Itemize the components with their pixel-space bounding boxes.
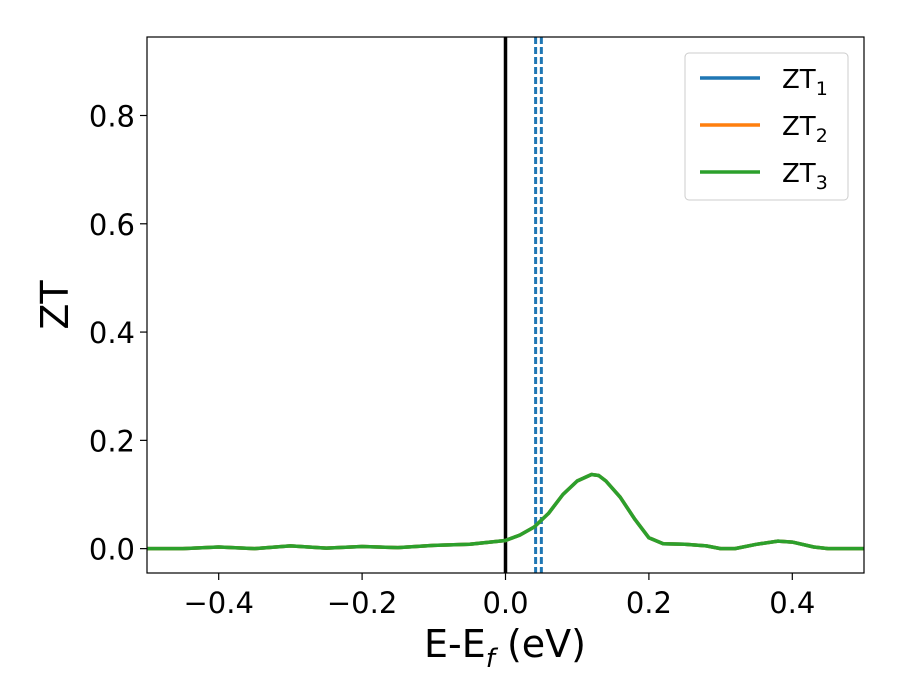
x-tick-label: 0.4 xyxy=(769,586,815,620)
x-tick-label: −0.4 xyxy=(183,586,253,620)
y-tick-label: 0.0 xyxy=(89,533,135,567)
series-line-3 xyxy=(147,472,864,551)
legend: ZT1 ZT2 ZT3 xyxy=(684,52,849,201)
x-axis-ticks: −0.4 −0.2 0.0 0.2 0.4 xyxy=(183,573,815,620)
x-tick-label: 0.2 xyxy=(626,586,672,620)
y-tick-label: 0.2 xyxy=(89,424,135,458)
x-tick-label: −0.2 xyxy=(327,586,397,620)
y-tick-label: 0.4 xyxy=(89,316,135,350)
x-axis-label: E-Ef (eV) xyxy=(424,622,586,674)
y-tick-label: 0.6 xyxy=(89,208,135,242)
legend-label-1: ZT1 xyxy=(782,65,828,100)
y-axis-label: ZT xyxy=(33,280,77,330)
y-tick-label: 0.8 xyxy=(89,100,135,134)
legend-label-3: ZT3 xyxy=(782,159,828,194)
vertical-lines xyxy=(503,37,543,573)
y-axis-ticks: 0.0 0.2 0.4 0.6 0.8 xyxy=(89,100,147,567)
x-tick-label: 0.0 xyxy=(482,586,528,620)
series-lines xyxy=(147,472,864,551)
legend-box xyxy=(684,52,849,201)
legend-label-2: ZT2 xyxy=(782,112,828,147)
